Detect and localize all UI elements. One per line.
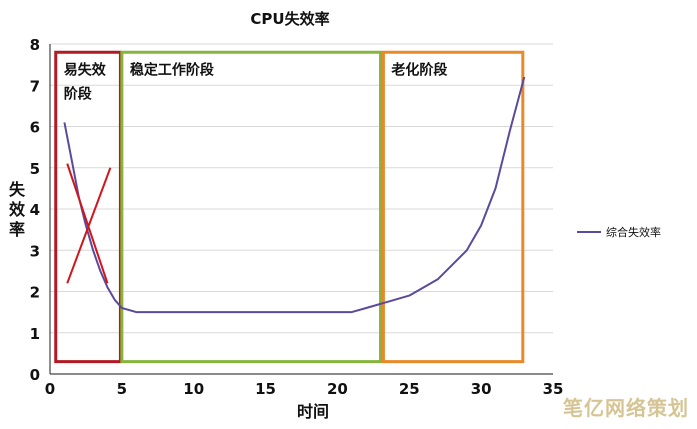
- x-tick-label-0: 0: [45, 380, 55, 398]
- y-tick-label-7: 7: [30, 77, 40, 95]
- y-tick-label-4: 4: [30, 201, 40, 219]
- y-tick-label-6: 6: [30, 119, 40, 137]
- x-tick-label-20: 20: [327, 380, 348, 398]
- x-axis-label: 时间: [297, 402, 329, 421]
- cross-marks: [66, 163, 112, 284]
- y-tick-label-5: 5: [30, 160, 40, 178]
- tick-labels: 0 1 2 3 4 5 6 7 8 0 5 10 15 20 25 30 35: [30, 36, 564, 398]
- stage-regions: 易失效阶段 稳定工作阶段 老化阶段: [54, 50, 525, 364]
- y-tick-label-1: 1: [30, 325, 40, 343]
- y-tick-label-3: 3: [30, 242, 40, 260]
- axes: [49, 44, 553, 375]
- x-tick-label-25: 25: [399, 380, 420, 398]
- stage-region-1: [120, 50, 383, 364]
- x-tick-label-10: 10: [183, 380, 204, 398]
- watermark-text: 笔亿网络策划: [563, 396, 689, 420]
- stage-label-2: 老化阶段: [391, 61, 447, 78]
- stage-region-2: [381, 50, 525, 364]
- series-lines: [63, 76, 526, 314]
- stage-label-0: 易失效阶段: [64, 61, 107, 102]
- cross-mark-line-1: [66, 163, 109, 284]
- legend: 综合失效率: [577, 225, 661, 239]
- y-axis-label-char: 效: [9, 200, 25, 219]
- y-axis-label: 失效率: [9, 180, 26, 239]
- x-tick-label-5: 5: [117, 380, 127, 398]
- y-tick-label-2: 2: [30, 284, 40, 302]
- x-tick-label-30: 30: [471, 380, 492, 398]
- grid-lines: [50, 43, 553, 375]
- x-tick-label-15: 15: [255, 380, 276, 398]
- y-axis-label-char: 失: [9, 180, 26, 199]
- y-tick-label-8: 8: [30, 36, 40, 54]
- legend-label-0: 综合失效率: [606, 225, 661, 239]
- x-tick-label-35: 35: [543, 380, 564, 398]
- y-tick-label-0: 0: [30, 366, 40, 384]
- stage-label-1: 稳定工作阶段: [130, 61, 214, 78]
- y-axis-label-char: 率: [9, 220, 25, 239]
- chart-title: CPU失效率: [250, 10, 329, 28]
- series-line-0: [63, 76, 526, 314]
